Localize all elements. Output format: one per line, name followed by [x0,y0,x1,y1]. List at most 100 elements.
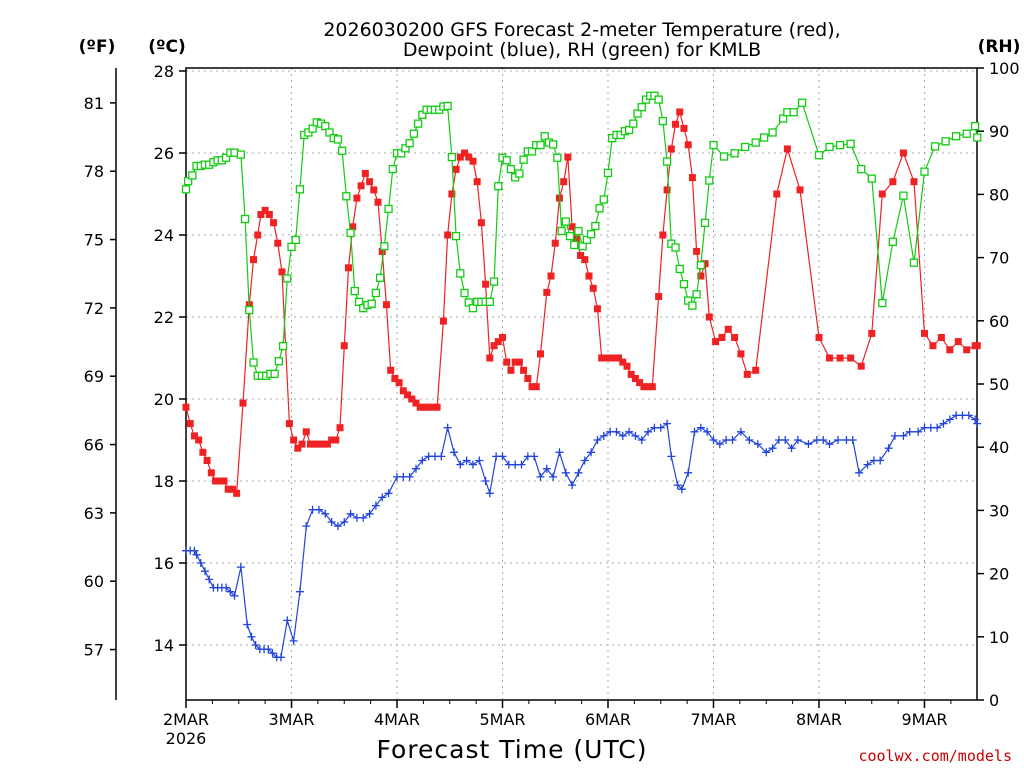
fahrenheit-tick-label: 57 [84,641,104,660]
temperature-point [889,178,897,186]
fahrenheit-tick-label: 63 [84,504,104,523]
temperature-point [239,399,247,407]
rh-point [283,274,292,283]
dewpoint-point [200,567,209,576]
dewpoint-point [736,427,745,436]
rh-point [888,237,897,246]
dewpoint-point [876,456,885,465]
dewpoint-point [485,489,494,498]
dewpoint-point [251,641,260,649]
rh-point [397,149,406,158]
temperature-point [285,420,293,428]
temperature-point [532,383,540,391]
fahrenheit-tick-label: 66 [84,436,104,455]
dewpoint-point [192,550,201,559]
dewpoint-point [264,645,273,654]
rh-tick-label: 20 [989,565,1009,584]
rh-point [574,226,583,236]
temperature-point [701,260,709,268]
fahrenheit-tick-label: 75 [84,231,104,250]
rh-point [578,242,587,251]
rh-point [221,153,231,162]
temperature-point [615,354,623,362]
celsius-unit-label: (ºC) [148,37,186,57]
temperature-point [581,256,589,264]
rh-point [375,273,385,282]
temperature-point [520,366,528,374]
dewpoint-point [443,423,452,432]
dewpoint-point [684,468,693,477]
rh-tick-label: 40 [989,438,1009,457]
rh-point [287,242,296,252]
temperature-point [648,383,656,391]
temperature-point [302,428,310,436]
dewpoint-point [289,636,298,645]
celsius-tick-label: 24 [154,226,174,245]
temperature-point [366,178,374,186]
x-tick-label: 9MAR [901,710,947,729]
rh-point [586,230,596,239]
rh-point [371,288,381,298]
rh-point [835,140,845,150]
temperature-point [315,440,323,448]
temperature-point [564,153,572,161]
dewpoint-point [656,423,665,432]
dewpoint-point [848,436,857,444]
dewpoint-point [933,423,942,432]
temperature-point [482,280,490,288]
celsius-tick-label: 18 [154,472,174,491]
rh-point [485,297,494,306]
rh-point [846,139,855,148]
dewpoint-point [768,444,777,453]
rh-point [384,204,393,214]
temperature-point [857,362,865,370]
rh-point [797,98,807,107]
temperature-point [306,440,314,448]
dewpoint-point [405,472,414,481]
rh-point [941,137,950,146]
rh-point [633,109,642,118]
chart-title-line-1: 2026030200 GFS Forecast 2-meter Temperat… [323,19,840,41]
temperature-point [954,338,962,346]
rh-point [502,156,511,165]
temperature-point [429,403,437,411]
rh-point [688,301,697,310]
fahrenheit-unit-label: (ºF) [79,37,116,57]
temperature-point [667,145,675,153]
temperature-point [796,186,804,194]
rh-point [489,277,499,286]
rh-point [413,119,423,128]
temperature-point [444,231,452,239]
rh-point [548,140,558,149]
dewpoint-point [561,468,570,477]
temperature-point [663,186,671,194]
dewpoint-point [781,436,790,444]
temperature-point [568,223,576,231]
dewpoint-point [663,419,672,428]
temperature-point [560,178,568,186]
chart-title-line-2: Dewpoint (blue), RH (green) for KMLB [403,39,761,61]
temperature-point [815,334,823,341]
dewpoint-point [230,591,239,600]
temperature-point [619,358,627,366]
temperature-point [507,366,515,374]
temperature-point [404,391,412,399]
dewpoint-point [295,587,304,596]
plot-frame [185,67,978,701]
x-tick-label: 8MAR [796,710,842,729]
dewpoint-point [945,415,954,424]
celsius-tick-label: 26 [154,144,174,163]
fahrenheit-tick-label: 60 [84,572,104,591]
rh-point [278,341,288,351]
x-tick-label: 7MAR [690,710,736,729]
temperature-point [233,489,241,497]
rh-point [768,128,777,137]
rh-point [789,108,798,117]
temperature-point [623,362,631,370]
temperature-point [783,145,791,153]
rh-point [705,176,714,185]
temperature-point [899,149,907,157]
temperature-point [921,329,928,337]
x-tick-label: 4MAR [374,710,420,729]
